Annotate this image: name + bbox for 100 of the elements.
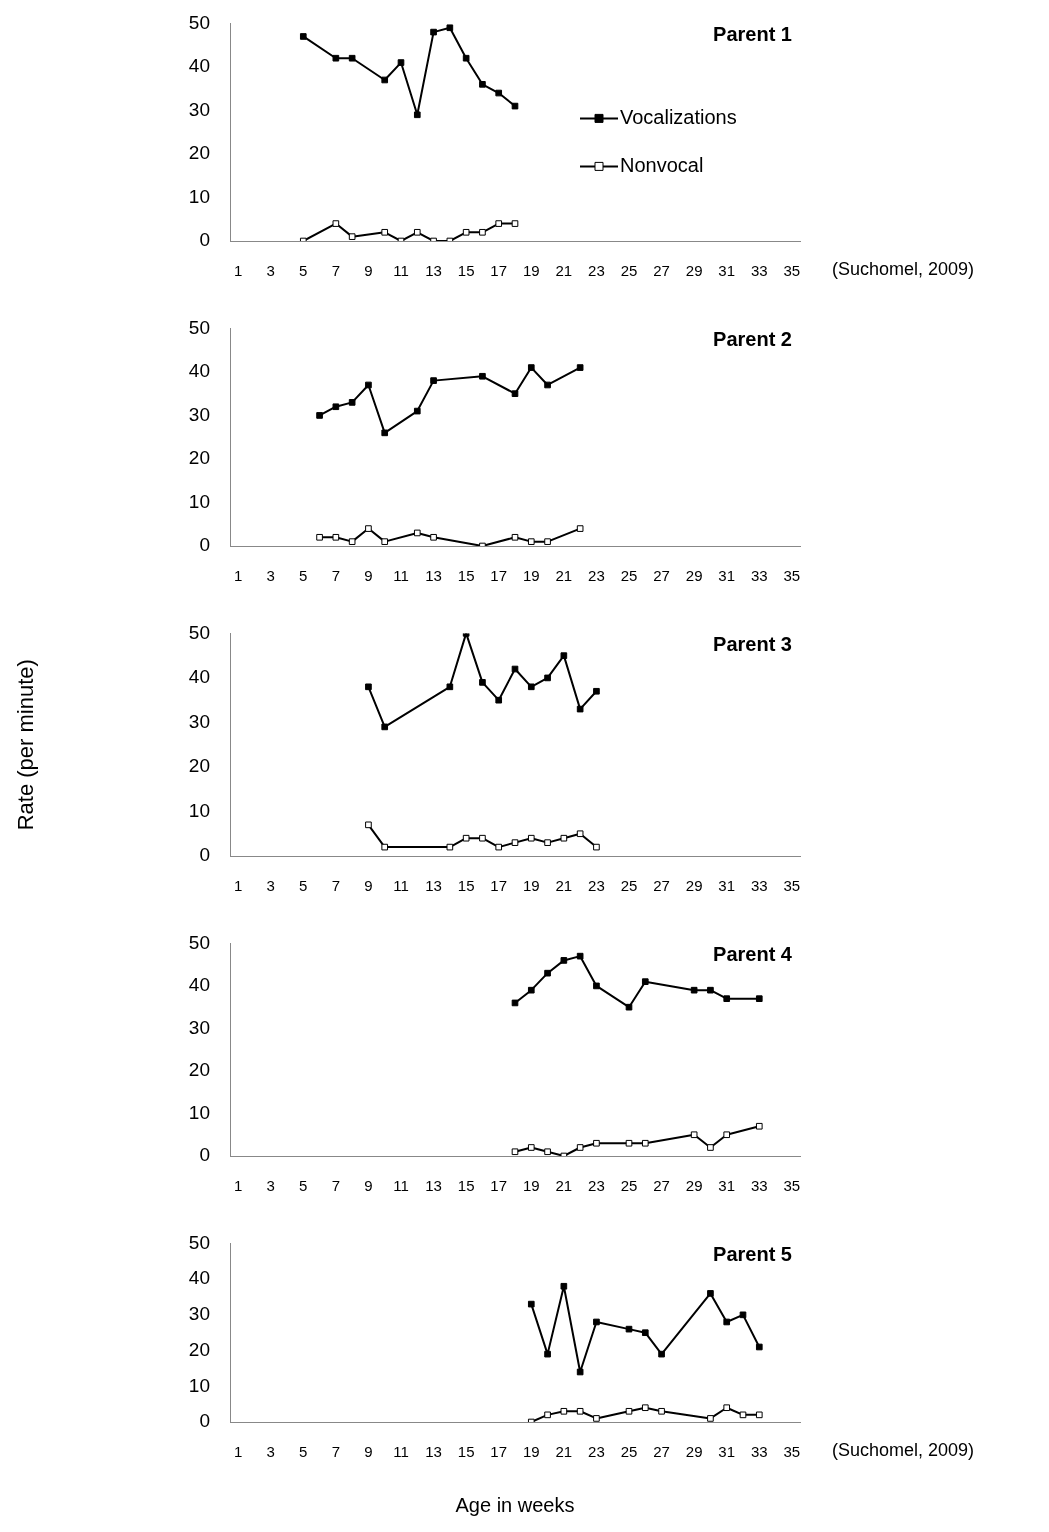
x-tick-label: 1 <box>233 567 243 585</box>
point <box>641 978 649 985</box>
point <box>413 228 421 236</box>
point <box>690 1131 698 1139</box>
x-tick-label: 7 <box>331 262 341 280</box>
point <box>576 830 584 838</box>
x-tick-label: 27 <box>653 262 670 280</box>
point <box>625 1407 633 1415</box>
point <box>544 1350 551 1358</box>
x-tick-label: 35 <box>783 877 801 895</box>
y-tick-label: 10 <box>188 1374 210 1396</box>
point <box>576 705 584 713</box>
y-tick-label: 0 <box>199 1410 210 1432</box>
point <box>560 957 568 964</box>
chart-title: Parent 4 <box>713 942 793 965</box>
x-tick-label: 23 <box>588 262 605 280</box>
legend-label: Vocalizations <box>620 105 737 128</box>
point <box>527 1300 535 1308</box>
point <box>707 986 714 994</box>
point <box>365 381 372 389</box>
point <box>413 111 421 119</box>
x-tick-label: 5 <box>299 1177 308 1195</box>
x-tick-label: 11 <box>393 567 409 585</box>
x-tick-label: 11 <box>393 262 409 280</box>
point <box>593 843 600 851</box>
x-tick-label: 33 <box>750 567 768 585</box>
point <box>723 1318 731 1326</box>
point <box>723 995 731 1002</box>
y-tick-label: 50 <box>188 621 210 643</box>
x-tick-label: 27 <box>653 877 670 895</box>
x-tick-label: 5 <box>299 877 308 895</box>
point <box>511 999 519 1007</box>
x-tick-label: 15 <box>457 1443 475 1461</box>
point <box>332 54 340 62</box>
x-tick-label: 25 <box>620 1177 638 1195</box>
x-tick-label: 1 <box>233 262 243 280</box>
point <box>739 1411 747 1419</box>
point <box>479 228 486 236</box>
x-tick-label: 17 <box>490 1443 508 1461</box>
y-tick-label: 30 <box>188 710 210 732</box>
x-tick-label: 1 <box>233 1177 243 1195</box>
point <box>381 723 389 731</box>
point <box>527 834 535 842</box>
y-tick-label: 40 <box>188 666 210 688</box>
text: (Suchomel, 2009) <box>832 258 975 279</box>
y-tick-label: 0 <box>199 844 210 866</box>
x-tick-label: 35 <box>783 1177 801 1195</box>
point <box>560 652 568 659</box>
x-tick-label: 35 <box>783 262 801 280</box>
y-tick-label: 50 <box>188 1231 210 1253</box>
x-tick-label: 13 <box>425 262 442 280</box>
x-tick-label: 13 <box>425 1443 442 1461</box>
point <box>560 1407 568 1415</box>
y-tick-label: 50 <box>188 316 210 338</box>
point <box>462 834 470 842</box>
point <box>576 525 584 532</box>
point <box>299 33 307 40</box>
point <box>316 533 323 541</box>
x-tick-label: 11 <box>393 877 409 895</box>
point <box>593 1415 600 1422</box>
x-tick-label: 11 <box>393 1443 409 1461</box>
x-tick-label: 33 <box>750 1443 768 1461</box>
point <box>707 1415 714 1422</box>
x-tick-label: 5 <box>299 567 308 585</box>
x-tick-label: 29 <box>685 877 703 895</box>
point <box>527 683 535 691</box>
x-tick-label: 5 <box>299 262 308 280</box>
point <box>707 1290 714 1297</box>
point <box>462 228 470 236</box>
point <box>479 81 486 88</box>
point <box>495 89 503 97</box>
point <box>348 54 356 62</box>
point <box>527 538 535 545</box>
y-tick-label: 30 <box>188 98 210 120</box>
point <box>576 952 584 960</box>
point <box>560 834 568 842</box>
x-tick-label: 17 <box>490 877 508 895</box>
x-tick-label: 33 <box>750 877 768 895</box>
point <box>593 1139 600 1147</box>
point <box>430 377 437 384</box>
x-tick-label: 25 <box>620 1443 638 1461</box>
point <box>495 696 503 704</box>
x-tick-label: 25 <box>620 262 638 280</box>
point <box>462 54 470 62</box>
point <box>544 839 551 846</box>
x-tick-label: 9 <box>364 1177 373 1195</box>
point <box>446 843 454 851</box>
point <box>365 821 372 829</box>
y-tick-label: 20 <box>188 1338 210 1360</box>
point <box>479 834 486 842</box>
point <box>593 982 600 990</box>
y-tick-label: 10 <box>188 1101 210 1123</box>
point <box>658 1350 665 1358</box>
y-tick-label: 20 <box>188 142 210 164</box>
x-tick-label: 33 <box>750 1177 768 1195</box>
y-tick-label: 40 <box>188 360 210 382</box>
x-tick-label: 23 <box>588 877 605 895</box>
x-tick-label: 25 <box>620 567 638 585</box>
x-tick-label: 5 <box>299 1443 308 1461</box>
x-tick-label: 3 <box>266 1443 275 1461</box>
